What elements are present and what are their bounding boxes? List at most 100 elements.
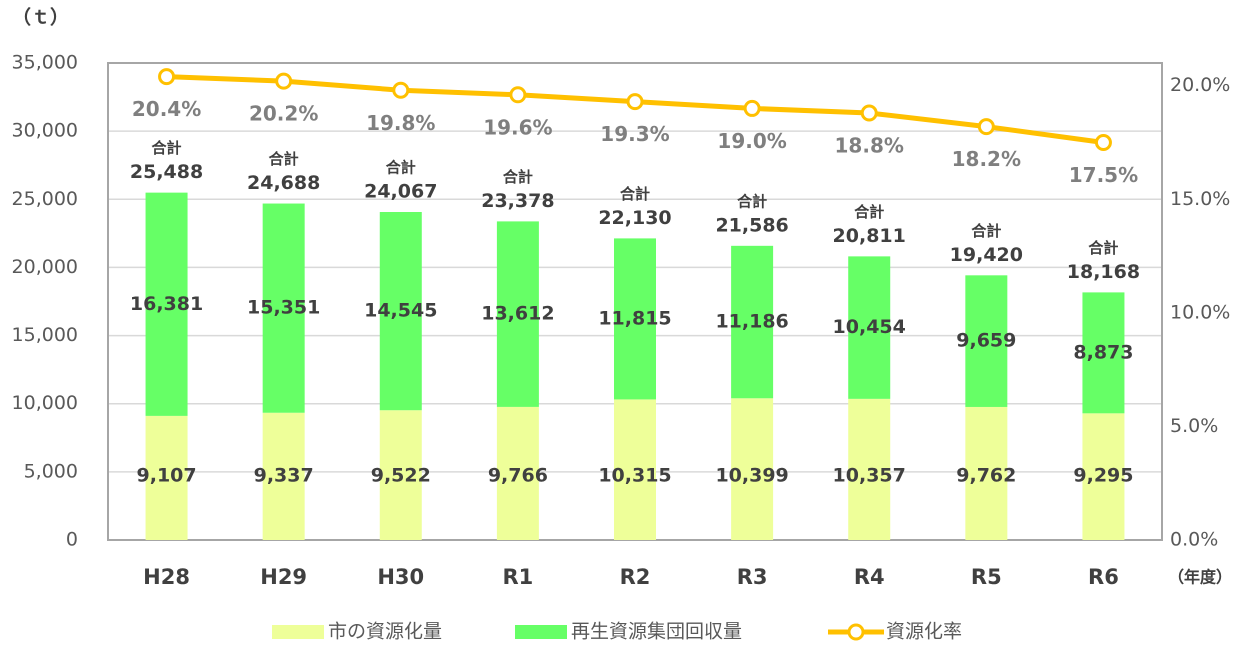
- rate-label: 20.2%: [249, 102, 318, 126]
- rate-marker: [743, 99, 761, 117]
- bar-value-label: 9,295: [1073, 465, 1133, 487]
- bar-value-label: 9,337: [254, 465, 314, 487]
- y-unit: （ｔ）: [12, 6, 69, 29]
- legend-swatch: [272, 625, 324, 639]
- total-label: 24,067: [364, 181, 437, 203]
- bar-segment: [496, 221, 539, 407]
- bar-segment: [1082, 413, 1125, 540]
- total-label: 18,168: [1067, 261, 1140, 283]
- bar-segment: [848, 398, 891, 540]
- legend-label: 再生資源集団回収量: [571, 621, 742, 643]
- x-tick-label: R1: [502, 565, 533, 589]
- bar-segment: [965, 406, 1008, 540]
- bar-value-label: 10,315: [598, 465, 671, 487]
- bar-segment: [262, 203, 305, 413]
- y-tick-label: 15,000: [12, 324, 78, 346]
- bar-value-label: 10,357: [833, 465, 906, 487]
- legend-label: 資源化率: [886, 621, 962, 643]
- bar-segment: [1082, 292, 1125, 414]
- x-tick-label: H30: [377, 565, 424, 589]
- legend-marker: [847, 623, 865, 641]
- bar-value-label: 10,399: [715, 465, 788, 487]
- y-tick-label: 0: [66, 529, 78, 551]
- bar-segment: [965, 275, 1008, 407]
- rate-label: 20.4%: [132, 97, 201, 121]
- rate-marker: [392, 81, 410, 99]
- total-prefix: 合計: [268, 150, 299, 168]
- rate-marker: [509, 86, 527, 104]
- y2-tick-label: 15.0%: [1170, 188, 1230, 210]
- total-label: 21,586: [715, 214, 788, 236]
- bar-value-label: 9,762: [956, 465, 1016, 487]
- bar-segment: [379, 410, 422, 540]
- bar-value-label: 9,659: [956, 330, 1016, 352]
- bar-segment: [262, 412, 305, 540]
- total-prefix: 合計: [853, 203, 884, 221]
- bar-segment: [731, 245, 774, 399]
- y-tick-label: 35,000: [12, 52, 78, 74]
- rate-label: 19.3%: [600, 122, 669, 146]
- bar-segment: [614, 238, 656, 400]
- x-unit: （年度）: [1168, 568, 1232, 587]
- bar-segment: [145, 415, 188, 540]
- y2-tick-label: 5.0%: [1170, 415, 1218, 437]
- bar-value-label: 14,545: [364, 300, 437, 322]
- rate-label: 17.5%: [1069, 163, 1138, 187]
- y-tick-label: 5,000: [24, 460, 78, 482]
- x-tick-label: R3: [737, 565, 768, 589]
- x-tick-label: R2: [620, 565, 651, 589]
- rate-label: 18.8%: [835, 133, 904, 157]
- y-tick-label: 30,000: [12, 120, 78, 142]
- bar-segment: [848, 256, 891, 399]
- rate-label: 19.0%: [717, 129, 786, 153]
- bar-segment: [614, 399, 656, 540]
- y-tick-label: 10,000: [12, 392, 78, 414]
- y2-tick-label: 10.0%: [1170, 301, 1230, 323]
- bar-value-label: 15,351: [247, 297, 320, 319]
- bar-value-label: 8,873: [1073, 341, 1133, 363]
- total-label: 25,488: [130, 161, 203, 183]
- total-label: 23,378: [481, 190, 554, 212]
- y-tick-label: 25,000: [12, 188, 78, 210]
- bar-value-label: 11,186: [715, 311, 788, 333]
- rate-marker: [977, 118, 995, 136]
- x-tick-label: R5: [971, 565, 1002, 589]
- bar-value-label: 16,381: [130, 293, 203, 315]
- rate-label: 19.6%: [483, 115, 552, 139]
- bar-value-label: 9,107: [137, 465, 197, 487]
- total-prefix: 合計: [619, 185, 650, 203]
- total-label: 22,130: [598, 207, 671, 229]
- x-tick-label: H29: [260, 565, 307, 589]
- total-prefix: 合計: [736, 192, 767, 210]
- y2-tick-label: 0.0%: [1170, 529, 1218, 551]
- bar-value-label: 9,522: [371, 465, 431, 487]
- bar-value-label: 13,612: [481, 303, 554, 325]
- bar-value-label: 10,454: [833, 316, 906, 338]
- y-tick-label: 20,000: [12, 256, 78, 278]
- rate-marker: [1094, 134, 1112, 151]
- legend-swatch: [515, 625, 567, 639]
- bar-segment: [496, 406, 539, 540]
- total-prefix: 合計: [970, 222, 1001, 240]
- x-tick-label: H28: [143, 565, 190, 589]
- total-prefix: 合計: [1087, 239, 1118, 257]
- bar-segment: [731, 398, 774, 540]
- rate-marker: [275, 72, 293, 90]
- bar-value-label: 11,815: [598, 307, 671, 329]
- rate-label: 18.2%: [952, 147, 1021, 171]
- bar-segment: [145, 192, 188, 416]
- x-tick-label: R6: [1088, 565, 1119, 589]
- total-prefix: 合計: [502, 168, 533, 186]
- total-label: 24,688: [247, 172, 320, 194]
- total-prefix: 合計: [385, 159, 416, 177]
- y2-tick-label: 20.0%: [1170, 74, 1230, 96]
- bar-segment: [379, 212, 422, 411]
- rate-label: 19.8%: [366, 111, 435, 135]
- bar-value-label: 9,766: [488, 465, 548, 487]
- total-prefix: 合計: [151, 139, 182, 157]
- total-label: 20,811: [833, 225, 906, 247]
- rate-marker: [158, 68, 176, 86]
- total-label: 19,420: [950, 244, 1023, 266]
- x-tick-label: R4: [854, 565, 885, 589]
